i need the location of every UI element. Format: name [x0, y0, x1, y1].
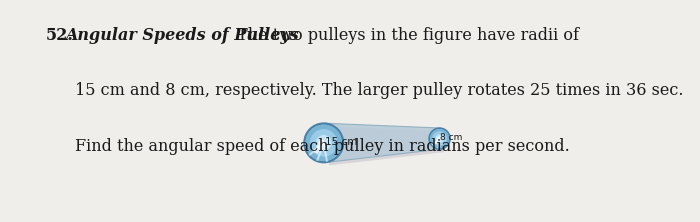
Text: 8 cm: 8 cm [440, 133, 463, 142]
Circle shape [429, 128, 450, 149]
Text: Find the angular speed of each pulley in radians per second.: Find the angular speed of each pulley in… [75, 138, 570, 155]
Text: 15 cm and 8 cm, respectively. The larger pulley rotates 25 times in 36 sec.: 15 cm and 8 cm, respectively. The larger… [75, 82, 683, 99]
Text: 52.: 52. [46, 27, 74, 44]
Text: The two pulleys in the figure have radii of: The two pulleys in the figure have radii… [232, 27, 579, 44]
Circle shape [430, 129, 449, 149]
Polygon shape [328, 126, 444, 165]
Circle shape [305, 124, 342, 162]
Circle shape [435, 134, 444, 143]
Circle shape [432, 131, 447, 146]
Circle shape [304, 123, 344, 163]
Polygon shape [325, 123, 441, 163]
Circle shape [310, 129, 337, 157]
Text: Angular Speeds of Pulleys: Angular Speeds of Pulleys [65, 27, 299, 44]
Circle shape [316, 135, 332, 151]
Text: 15 cm: 15 cm [326, 137, 358, 147]
